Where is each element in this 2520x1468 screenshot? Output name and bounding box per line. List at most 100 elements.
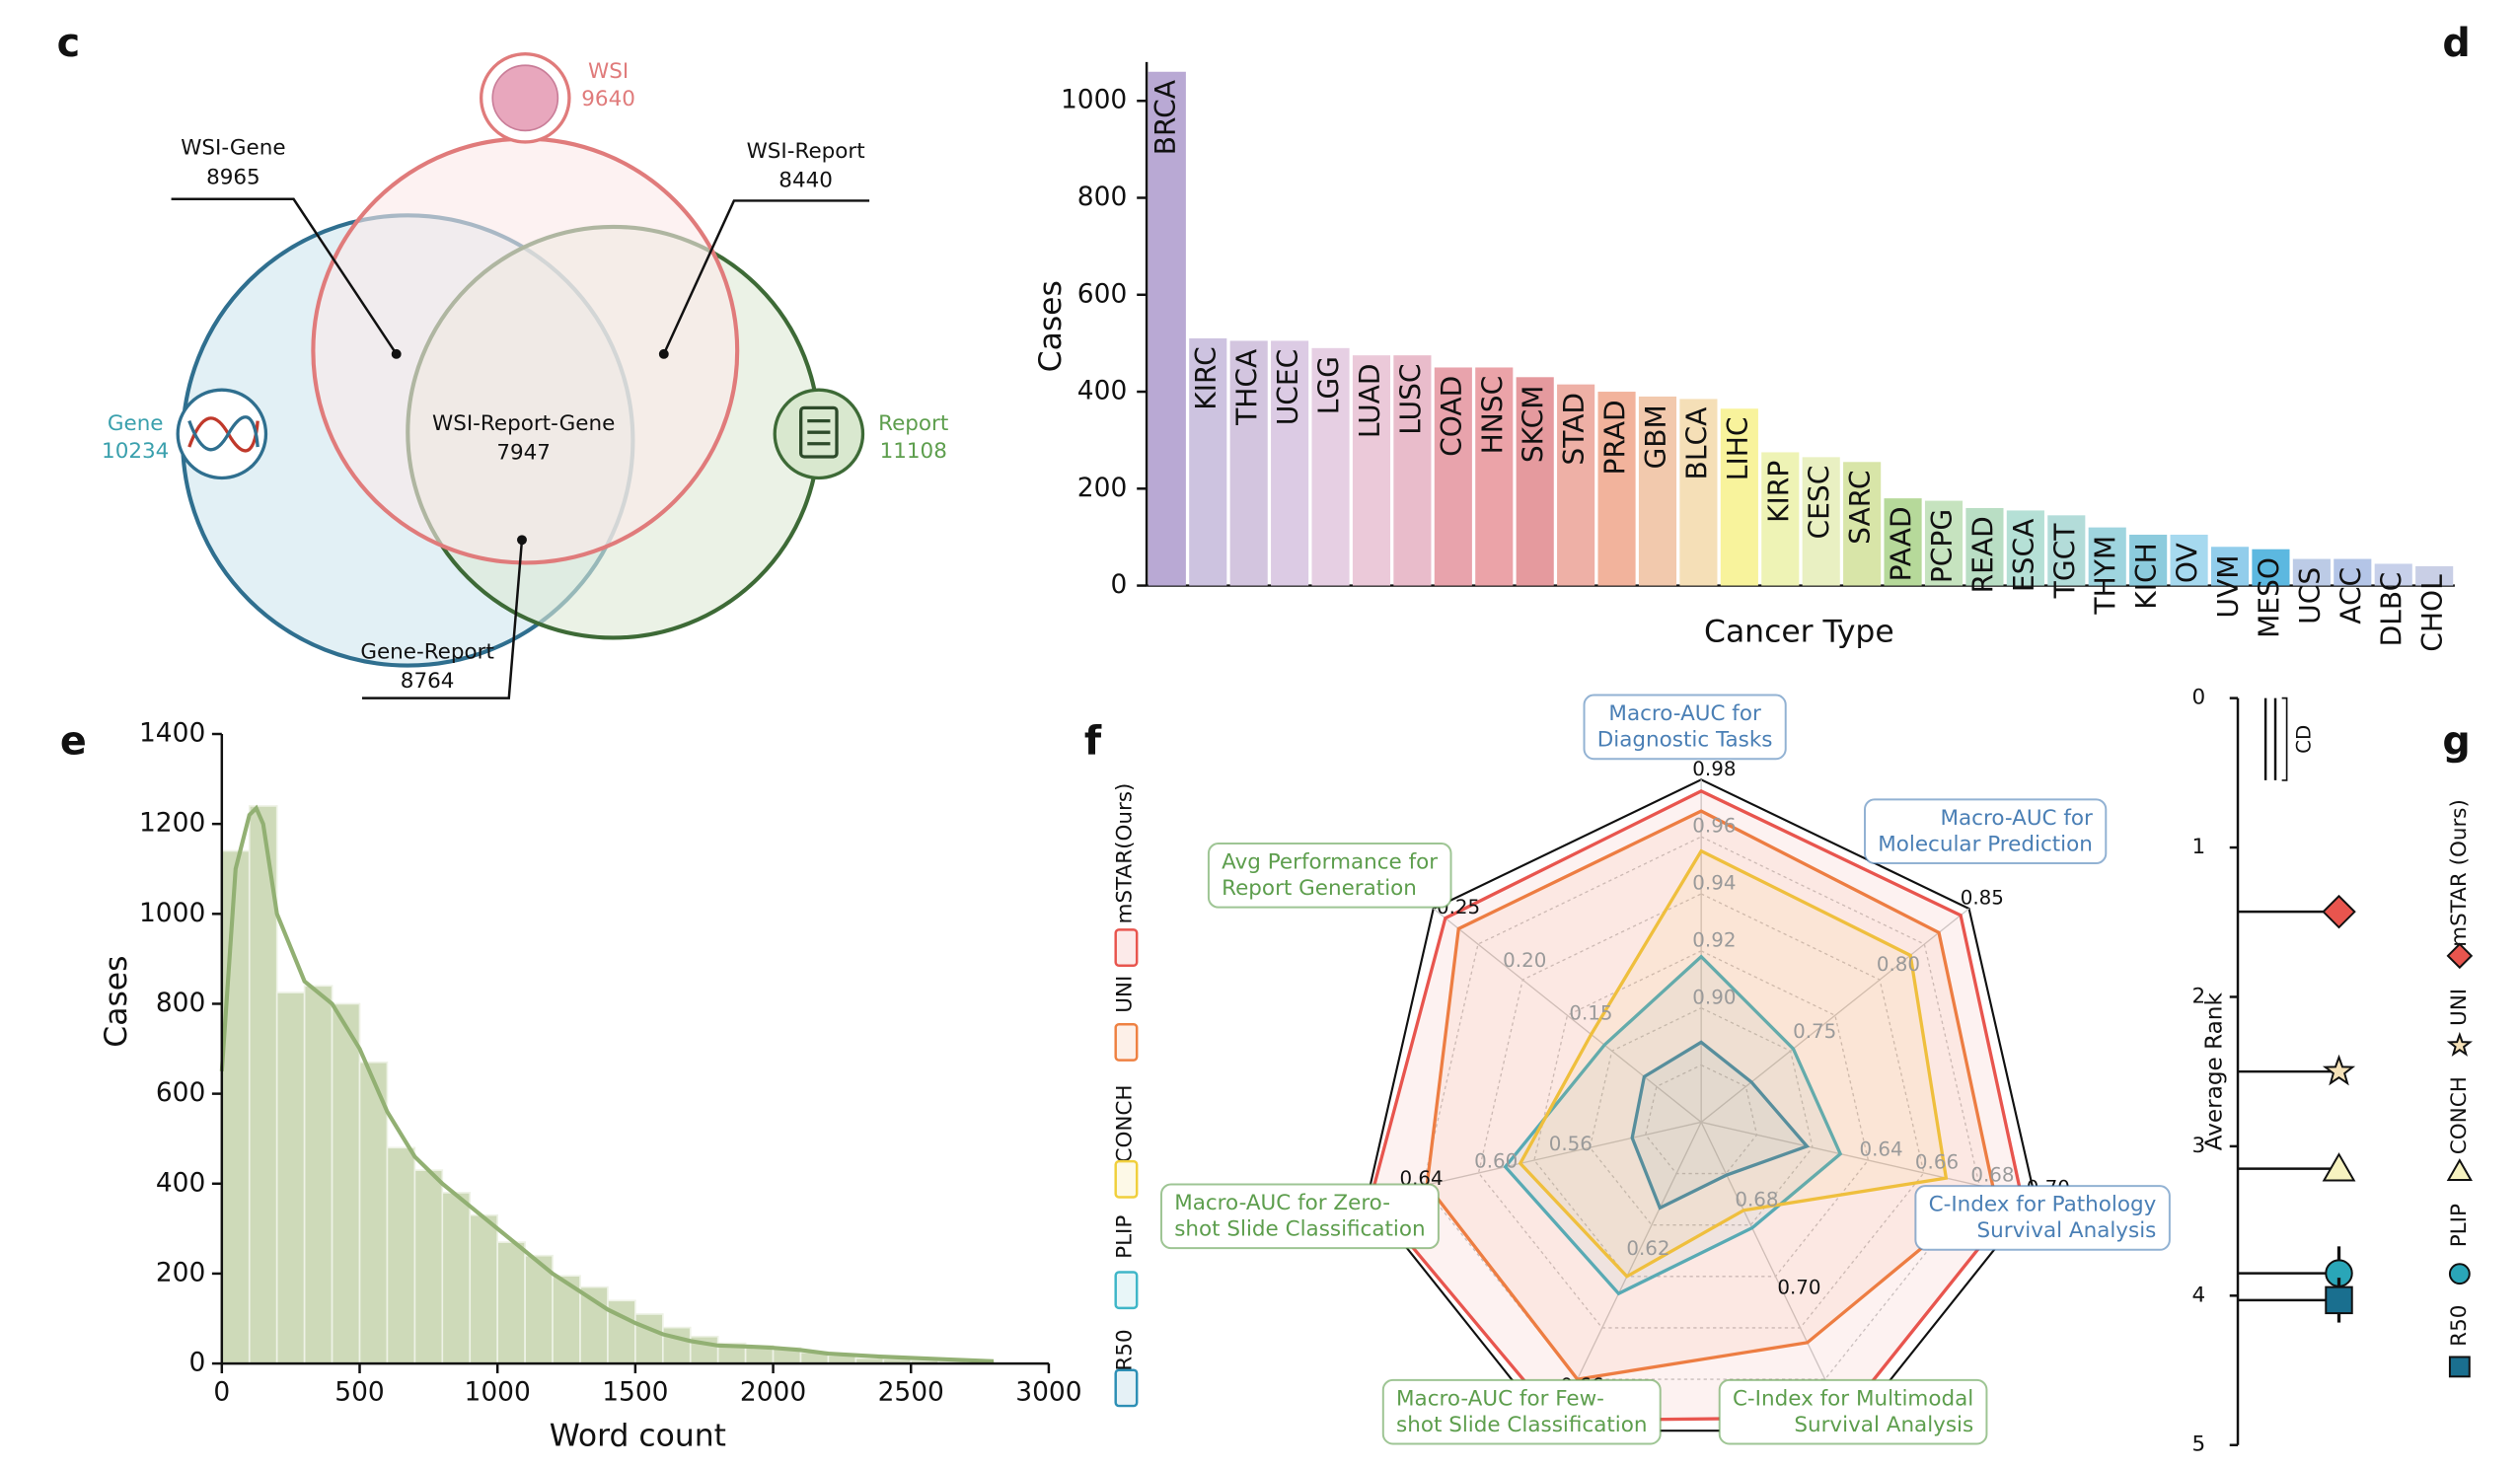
histogram-bar xyxy=(441,1192,472,1364)
y-axis-title: Average Rank xyxy=(2201,992,2227,1151)
x-tick-label: 500 xyxy=(334,1376,384,1407)
x-tick-label: 2500 xyxy=(878,1376,944,1407)
bar xyxy=(1516,377,1554,586)
set-size: 9640 xyxy=(581,87,635,111)
overlap-size: 8965 xyxy=(206,165,260,189)
bar xyxy=(1638,396,1677,586)
bar xyxy=(1148,71,1186,586)
radar-tick-label: 0.62 xyxy=(1626,1237,1669,1260)
axis-label-frame xyxy=(1159,1183,1440,1250)
radar-series xyxy=(1369,789,2024,1423)
category-label: KIRC xyxy=(1190,346,1223,409)
category-label: OV xyxy=(2172,543,2204,583)
category-label: LGG xyxy=(1313,356,1346,414)
category-label: LUSC xyxy=(1394,363,1427,434)
y-tick-label: 0 xyxy=(188,1348,205,1378)
bar xyxy=(2415,565,2454,586)
bar xyxy=(2006,510,2044,586)
set-name: WSI xyxy=(588,59,629,84)
overlap-name: WSI-Gene xyxy=(181,136,285,161)
radar-tick-label: 0.85 xyxy=(1961,887,2004,910)
x-tick-label: 1000 xyxy=(465,1376,531,1407)
y-tick-label: 0 xyxy=(1110,569,1127,600)
axis-label: Avg Performance for xyxy=(1222,850,1438,875)
legend-label: mSTAR (Ours) xyxy=(2447,799,2472,947)
category-label: LUAD xyxy=(1354,363,1386,438)
category-label: TGCT xyxy=(2048,523,2081,600)
overlap-name: Gene-Report xyxy=(360,639,494,664)
histogram-bar xyxy=(358,1061,389,1364)
bar xyxy=(2210,547,2250,586)
radar-series xyxy=(1630,1040,1811,1211)
set-size: 10234 xyxy=(102,439,169,464)
overlap-name: WSI-Report xyxy=(747,139,865,164)
marker xyxy=(2325,1285,2353,1315)
radar-tick-label: 0.64 xyxy=(1860,1138,1903,1161)
category-label: PRAD xyxy=(1599,400,1632,475)
y-tick-label: 400 xyxy=(156,1167,205,1198)
category-label: SARC xyxy=(1844,471,1877,545)
radar-tick-label: 0.60 xyxy=(1474,1150,1518,1173)
category-label: ESCA xyxy=(2008,519,2040,592)
y-tick-label: 600 xyxy=(1077,278,1127,309)
radar-tick-label: 0.90 xyxy=(1692,986,1736,1008)
legend-label: R50 xyxy=(2447,1305,2472,1347)
kde-line xyxy=(219,804,995,1363)
radar-tick-label: 0.94 xyxy=(1692,872,1736,895)
histogram-bar xyxy=(661,1326,692,1364)
category-label: MESO xyxy=(2253,557,2285,638)
leader-dot xyxy=(658,348,669,359)
axis-label: C-Index for Pathology xyxy=(1929,1193,2157,1217)
panel-label: d xyxy=(2442,21,2470,66)
bar xyxy=(1434,367,1472,586)
histogram-bar xyxy=(524,1254,554,1364)
radar-ring xyxy=(1477,893,1925,1329)
category-label: KIRP xyxy=(1762,461,1795,523)
panel-label: e xyxy=(60,718,87,764)
legend-marker xyxy=(2446,1158,2473,1181)
marker xyxy=(2322,894,2356,929)
axis-label: Macro-AUC for xyxy=(1608,701,1761,726)
bar xyxy=(1393,355,1432,586)
marker xyxy=(2322,1152,2356,1182)
bar xyxy=(2292,558,2331,586)
panel-label: f xyxy=(1084,718,1102,764)
legend-swatch xyxy=(1114,1159,1139,1199)
axis-label: Macro-AUC for Zero- xyxy=(1174,1191,1390,1215)
radar-tick-label: 0.66 xyxy=(1915,1151,1959,1174)
radar-tick-label: 0.68 xyxy=(1970,1163,2014,1186)
y-tick-label: 3 xyxy=(2192,1134,2206,1158)
category-label: PAAD xyxy=(1886,506,1918,581)
radar-tick-label: 0.68 xyxy=(1735,1188,1778,1211)
x-tick-label: 2000 xyxy=(740,1376,806,1407)
axis-label: Report Generation xyxy=(1222,876,1417,901)
y-tick-label: 1 xyxy=(2192,835,2206,859)
histogram-bar xyxy=(220,849,251,1364)
bar xyxy=(1189,337,1227,586)
bar xyxy=(1720,408,1758,586)
radar-ring xyxy=(1645,1064,1758,1175)
bar xyxy=(2170,534,2208,586)
y-tick-label: 600 xyxy=(156,1077,205,1108)
y-tick-label: 0 xyxy=(2192,686,2206,710)
legend-label: UNI xyxy=(2447,989,2472,1026)
overlap-name: WSI-Report-Gene xyxy=(432,411,615,436)
category-label: COAD xyxy=(1436,376,1468,457)
axis-label: Survival Analysis xyxy=(1977,1218,2157,1243)
radar-series xyxy=(1518,848,1949,1279)
histogram-bar xyxy=(275,991,306,1364)
legend-label: R50 xyxy=(1113,1329,1138,1370)
category-label: THCA xyxy=(1231,349,1264,426)
legend-label: UNI xyxy=(1113,976,1138,1013)
category-label: BLCA xyxy=(1680,407,1713,480)
histogram-bar xyxy=(469,1213,499,1364)
overlap-size: 8440 xyxy=(778,169,833,193)
category-label: STAD xyxy=(1558,393,1591,466)
axis-label-frame xyxy=(1381,1378,1662,1445)
bar xyxy=(1924,500,1964,586)
cd-bracket xyxy=(2281,697,2288,781)
axis-label: shot Slide Classification xyxy=(1396,1413,1647,1437)
category-label: GBM xyxy=(1640,404,1672,469)
